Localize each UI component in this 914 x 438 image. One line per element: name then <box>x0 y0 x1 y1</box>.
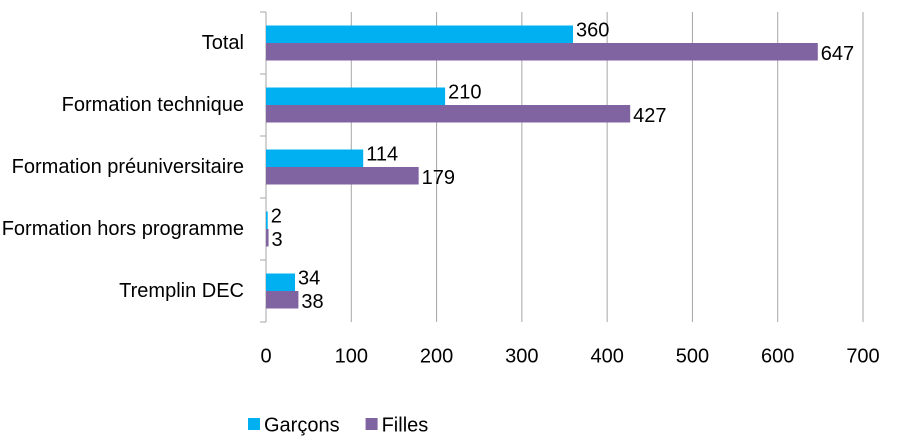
x-tick-label: 200 <box>420 345 453 367</box>
bar <box>266 291 299 309</box>
data-label: 360 <box>576 20 609 42</box>
legend-swatch <box>365 418 378 430</box>
x-tick-label: 400 <box>590 345 623 367</box>
data-label: 210 <box>448 82 481 104</box>
y-tick-label: Tremplin DEC <box>119 280 244 302</box>
data-label: 3 <box>272 229 283 251</box>
bar <box>266 87 446 105</box>
bar <box>266 43 818 61</box>
y-tick-label: Total <box>201 32 244 54</box>
y-tick-label: Formation hors programme <box>1 218 244 240</box>
data-label: 34 <box>298 268 320 290</box>
x-tick-label: 500 <box>676 345 709 367</box>
data-label: 38 <box>301 291 323 313</box>
data-label: 427 <box>633 105 666 127</box>
bar <box>266 25 574 43</box>
data-label: 179 <box>422 167 455 189</box>
x-tick-label: 100 <box>335 345 368 367</box>
legend-label: Garçons <box>264 414 340 436</box>
x-tick-label: 700 <box>846 345 879 367</box>
legend-label: Filles <box>382 414 429 436</box>
bar <box>266 167 419 185</box>
y-tick-label: Formation préuniversitaire <box>11 156 244 178</box>
bar <box>266 149 364 167</box>
y-tick-label: Formation technique <box>61 94 244 116</box>
data-label: 114 <box>366 144 398 166</box>
x-tick-label: 300 <box>505 345 538 367</box>
data-label: 647 <box>821 43 854 65</box>
bar <box>266 105 631 123</box>
x-tick-label: 600 <box>761 345 794 367</box>
x-tick-label: 0 <box>260 345 271 367</box>
bar <box>266 273 295 291</box>
bar <box>266 229 269 247</box>
data-label: 2 <box>271 206 282 228</box>
bar <box>266 211 268 229</box>
legend-swatch <box>248 418 260 430</box>
